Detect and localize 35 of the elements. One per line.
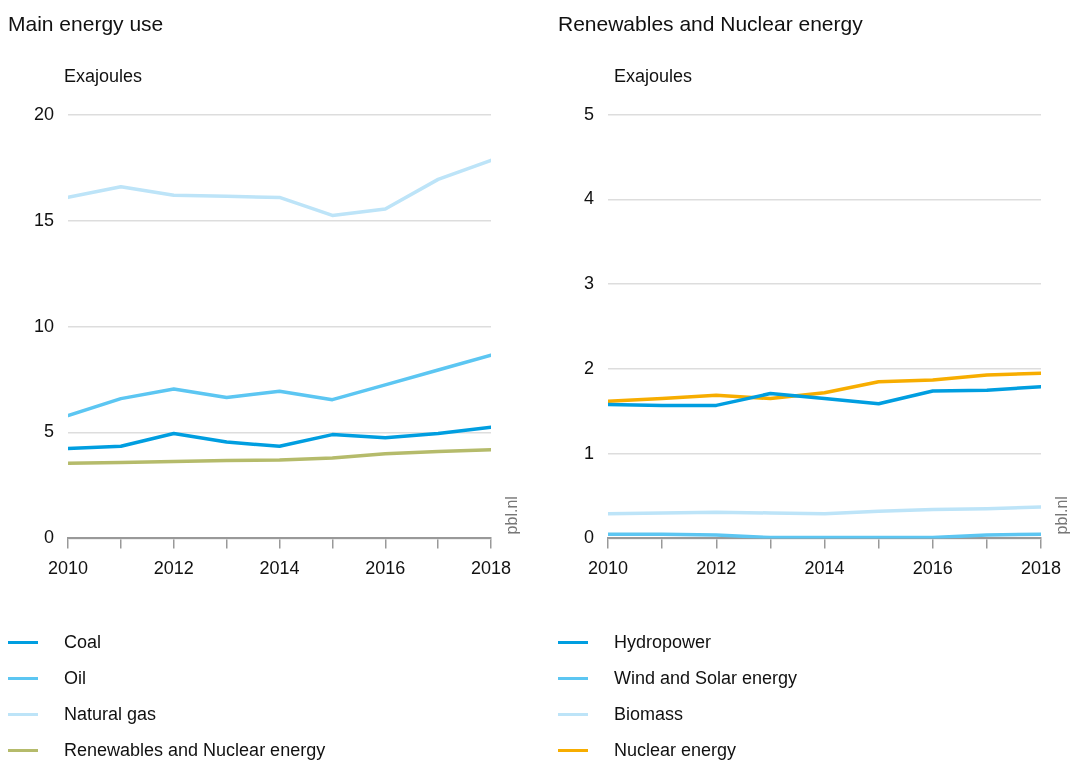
x-tick-label: 2018 [1020,558,1062,579]
x-tick-label: 2014 [259,558,300,579]
text: pbl.nl [503,496,521,535]
y-tick-label: 0 [584,527,595,548]
y-tick-label: 10 [33,315,55,336]
legend-label: Biomass [614,703,684,725]
y-tick-label: 4 [584,188,595,209]
chart-title: Main energy use [8,12,164,36]
x-tick-label: 2012 [153,558,194,579]
legend-label: Coal [64,631,102,653]
legend-label: Renewables and Nuclear energy [64,739,326,761]
x-tick-label: 2016 [912,558,953,579]
x-tick-label: 2012 [696,558,737,579]
legend-label: Oil [64,667,86,689]
chart-title: Renewables and Nuclear energy [558,12,863,36]
y-tick-label: 5 [44,421,55,442]
y-tick-label: 20 [33,103,55,124]
x-tick-label: 2014 [804,558,845,579]
y-tick-label: 2 [584,357,595,378]
legend-label: Wind and Solar energy [614,667,798,689]
y-tick-label: 3 [584,273,595,294]
x-tick-label: 2018 [470,558,512,579]
y-tick-label: 5 [584,103,595,124]
y-tick-label: 15 [33,209,55,230]
x-tick-label: 2010 [48,558,89,579]
x-tick-label: 2016 [365,558,406,579]
legend-label: Hydropower [614,631,712,653]
y-axis-title: Exajoules [64,66,143,87]
y-tick-label: 1 [584,442,595,463]
y-axis-title: Exajoules [614,66,693,87]
legend-label: Natural gas [64,703,157,725]
x-tick-label: 2010 [587,558,629,579]
legend-label: Nuclear energy [614,739,737,761]
y-tick-label: 0 [44,527,55,548]
text: pbl.nl [1053,496,1071,535]
